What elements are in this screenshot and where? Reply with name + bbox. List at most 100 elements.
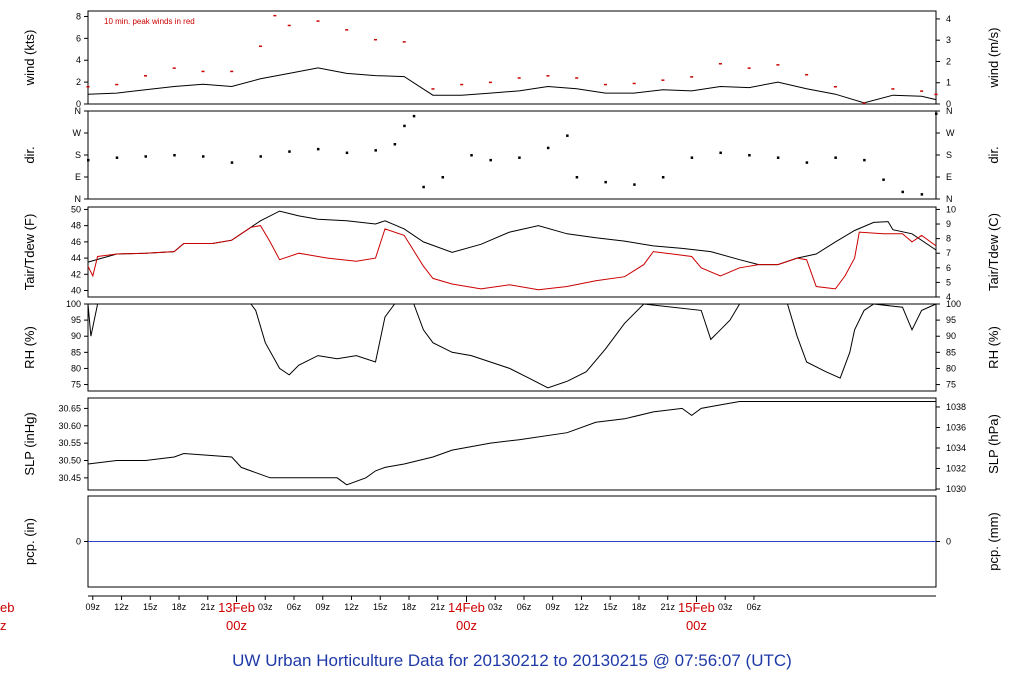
y-axis-label-right: RH (%) bbox=[986, 326, 1001, 369]
peak-wind-mark bbox=[632, 82, 636, 85]
right-tick-label: 90 bbox=[946, 331, 956, 341]
start-hour-label: z bbox=[0, 618, 7, 633]
direction-point bbox=[374, 149, 377, 152]
right-tick-label: 7 bbox=[946, 248, 951, 258]
hour-tick-label: 18z bbox=[172, 602, 187, 612]
direction-point bbox=[422, 185, 425, 189]
series-line-temp-tdew bbox=[87, 225, 937, 291]
right-tick-label: 3 bbox=[946, 35, 951, 45]
left-tick-label: 100 bbox=[66, 299, 81, 309]
hour-tick-label: 21z bbox=[660, 602, 675, 612]
day-hour-label: 00z bbox=[226, 618, 247, 633]
series-line-temp-tair bbox=[87, 210, 937, 266]
direction-point bbox=[403, 124, 406, 128]
hour-tick-label: 06z bbox=[517, 602, 532, 612]
left-tick-label: 30.60 bbox=[58, 421, 81, 431]
peak-wind-mark bbox=[86, 85, 90, 88]
hour-tick-label: 06z bbox=[287, 602, 302, 612]
panel-frame-wind bbox=[87, 10, 937, 105]
hour-tick-label: 12z bbox=[114, 602, 129, 612]
hour-tick-label: 12z bbox=[344, 602, 359, 612]
hour-tick-label: 21z bbox=[201, 602, 216, 612]
right-tick-label: W bbox=[946, 128, 955, 138]
direction-point bbox=[566, 134, 569, 137]
direction-point bbox=[144, 155, 147, 158]
peak-wind-mark bbox=[747, 67, 751, 69]
left-tick-label: 2 bbox=[76, 77, 81, 87]
left-tick-label: S bbox=[75, 150, 81, 160]
peak-wind-mark bbox=[431, 88, 435, 90]
right-tick-label: 1 bbox=[946, 78, 951, 88]
left-tick-label: 42 bbox=[71, 269, 81, 279]
right-tick-label: 6 bbox=[946, 263, 951, 273]
y-axis-label-left: dir. bbox=[22, 146, 37, 163]
y-axis-label-left: RH (%) bbox=[22, 326, 37, 369]
peak-wind-mark bbox=[546, 75, 550, 77]
peak-wind-mark bbox=[273, 14, 277, 17]
peak-wind-mark bbox=[258, 45, 262, 48]
day-tick-label: 14Feb bbox=[448, 600, 485, 615]
left-tick-label: 30.45 bbox=[58, 473, 81, 483]
left-tick-label: 48 bbox=[71, 221, 81, 231]
right-tick-label: 0 bbox=[946, 537, 951, 547]
y-axis-label-left: pcp. (in) bbox=[22, 518, 37, 565]
series-line-rh bbox=[87, 303, 937, 389]
direction-point bbox=[316, 147, 320, 151]
start-day-label: eb bbox=[0, 600, 14, 615]
left-tick-label: 50 bbox=[71, 204, 81, 214]
right-tick-label: 4 bbox=[946, 14, 951, 24]
peak-wind-mark bbox=[488, 81, 492, 84]
direction-point bbox=[173, 154, 176, 157]
direction-point bbox=[776, 156, 780, 159]
day-hour-label: 00z bbox=[456, 618, 477, 633]
direction-point bbox=[748, 154, 751, 157]
peak-wind-mark bbox=[172, 67, 176, 69]
direction-point bbox=[259, 155, 262, 158]
direction-point bbox=[920, 193, 924, 196]
peak-wind-mark bbox=[460, 83, 464, 86]
peak-wind-mark bbox=[287, 24, 291, 27]
hour-tick-label: 15z bbox=[143, 602, 158, 612]
chart-title: UW Urban Horticulture Data for 20130212 … bbox=[232, 651, 792, 670]
right-tick-label: 75 bbox=[946, 380, 956, 390]
peak-wind-mark bbox=[345, 29, 349, 31]
peak-wind-mark bbox=[201, 70, 205, 73]
right-tick-label: 9 bbox=[946, 219, 951, 229]
left-tick-label: 0 bbox=[76, 99, 81, 109]
hour-tick-label: 21z bbox=[430, 602, 445, 612]
left-tick-label: 75 bbox=[71, 380, 81, 390]
left-tick-label: 85 bbox=[71, 347, 81, 357]
right-tick-label: 95 bbox=[946, 315, 956, 325]
peak-wind-mark bbox=[402, 41, 406, 43]
hour-tick-label: 03z bbox=[718, 602, 733, 612]
day-tick-label: 13Feb bbox=[218, 600, 255, 615]
right-tick-label: S bbox=[946, 150, 952, 160]
hour-tick-label: 18z bbox=[632, 602, 647, 612]
peak-wind-mark bbox=[575, 77, 579, 79]
left-tick-label: N bbox=[75, 194, 82, 204]
left-tick-label: 8 bbox=[76, 11, 81, 21]
panel-frame-slp bbox=[87, 397, 937, 491]
direction-point bbox=[805, 161, 809, 164]
y-axis-label-left: SLP (inHg) bbox=[22, 412, 37, 475]
right-tick-label: N bbox=[946, 194, 953, 204]
left-tick-label: E bbox=[75, 172, 81, 182]
peak-wind-annotation: 10 min. peak winds in red bbox=[104, 17, 195, 26]
right-tick-label: N bbox=[946, 106, 953, 116]
hour-tick-label: 06z bbox=[747, 602, 762, 612]
hour-tick-label: 15z bbox=[373, 602, 388, 612]
left-tick-label: 0 bbox=[76, 537, 81, 547]
panel-frame-rh bbox=[87, 303, 937, 392]
hour-tick-label: 15z bbox=[603, 602, 618, 612]
y-axis-label-right: pcp. (mm) bbox=[986, 512, 1001, 571]
right-tick-label: 0 bbox=[946, 99, 951, 109]
right-tick-label: 1034 bbox=[946, 443, 966, 453]
direction-point bbox=[345, 151, 349, 155]
peak-wind-mark bbox=[934, 93, 938, 96]
left-tick-label: 95 bbox=[71, 315, 81, 325]
left-tick-label: 4 bbox=[76, 55, 81, 65]
peak-wind-mark bbox=[115, 83, 119, 86]
peak-wind-mark bbox=[891, 88, 895, 90]
peak-wind-mark bbox=[862, 102, 866, 104]
